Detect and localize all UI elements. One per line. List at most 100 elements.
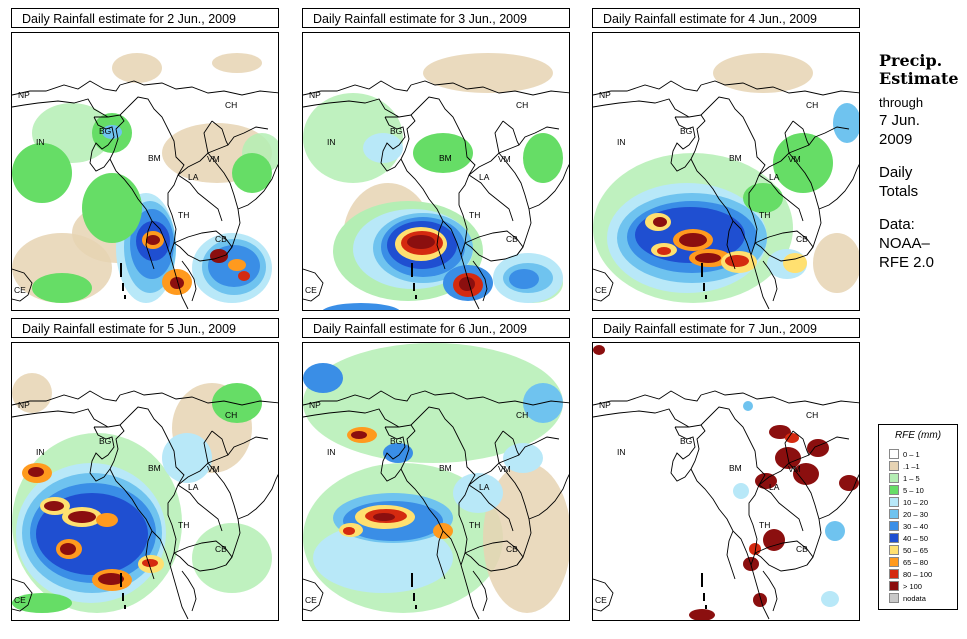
rainfall-map: NP CH IN BG BM VM LA TH CB CE — [592, 342, 860, 621]
country-border — [670, 426, 696, 482]
rainfall-map: NP CH IN BG BM VM LA TH CB CE — [11, 32, 279, 311]
country-label-la: LA — [188, 172, 199, 182]
map-canvas — [593, 53, 859, 310]
rainfall-area — [142, 559, 158, 567]
country-border — [119, 96, 185, 176]
country-label-bm: BM — [148, 153, 161, 163]
country-border — [784, 430, 794, 464]
rainfall-area — [743, 401, 753, 411]
legend-swatch — [889, 569, 899, 579]
country-border — [167, 484, 179, 566]
country-label-bm: BM — [439, 463, 452, 473]
country-border — [458, 484, 470, 566]
country-border — [690, 158, 770, 310]
country-label-np: NP — [18, 90, 30, 100]
rainfall-area — [753, 593, 767, 607]
island-outline — [122, 593, 124, 601]
country-border — [436, 220, 446, 270]
rainfall-area — [483, 463, 569, 613]
country-border — [410, 406, 476, 486]
country-label-ch: CH — [516, 410, 529, 420]
rainfall-area — [821, 591, 839, 607]
rainfall-area — [82, 173, 142, 243]
country-border — [468, 484, 514, 532]
totals-line-1: Daily — [879, 164, 913, 181]
island-outline — [705, 295, 707, 299]
country-label-bg: BG — [99, 126, 112, 136]
rainfall-area — [743, 183, 783, 213]
rainfall-area — [653, 217, 667, 227]
country-border — [89, 426, 115, 482]
country-label-bm: BM — [439, 153, 452, 163]
legend-item: 80 – 100 — [889, 569, 932, 580]
data-line-2: NOAA– — [879, 235, 930, 252]
country-border — [758, 174, 804, 222]
country-border — [464, 540, 524, 572]
legend-swatch — [889, 449, 899, 459]
rainfall-area — [785, 433, 799, 443]
rainfall-area — [112, 53, 162, 83]
map-canvas — [303, 343, 569, 620]
legend-label: 65 – 80 — [903, 558, 929, 567]
rainfall-area — [733, 483, 749, 499]
legend-label: 30 – 40 — [903, 522, 929, 531]
legend-swatch — [889, 533, 899, 543]
country-label-ch: CH — [516, 100, 529, 110]
panel-title: Daily Rainfall estimate for 5 Jun., 2009 — [11, 318, 279, 338]
legend-label: 80 – 100 — [903, 570, 933, 579]
country-border — [145, 530, 155, 580]
country-label-ce: CE — [14, 595, 26, 605]
country-border — [119, 406, 185, 486]
country-label-np: NP — [599, 400, 611, 410]
country-border — [818, 163, 859, 210]
country-label-th: TH — [178, 520, 190, 530]
country-border — [203, 120, 213, 154]
country-border — [380, 426, 406, 482]
rainfall-map: NP CH IN BG BM VM LA TH CB CE — [302, 32, 570, 311]
country-label-in: IN — [36, 137, 45, 147]
legend-label: 40 – 50 — [903, 534, 929, 543]
country-border — [762, 570, 778, 612]
legend-item: .1 –1 — [889, 461, 920, 472]
rainfall-area — [695, 253, 721, 263]
legend-label: 1 – 5 — [903, 474, 920, 483]
country-border — [502, 120, 520, 146]
rainfall-area — [212, 53, 262, 73]
rainfall-area — [503, 443, 543, 473]
country-label-cb: CB — [506, 544, 518, 554]
country-border — [468, 174, 514, 222]
end-date-line-1: 7 Jun. — [879, 112, 920, 129]
rainfall-area — [689, 609, 715, 620]
rainfall-area — [162, 433, 212, 483]
color-legend: RFE (mm) 0 – 1 .1 –1 1 – 5 5 – 10 10 – 20 20 … — [878, 424, 958, 610]
country-border — [468, 126, 560, 176]
country-border — [670, 116, 696, 172]
country-border — [167, 174, 179, 256]
legend-swatch — [889, 485, 899, 495]
rainfall-area — [232, 153, 272, 193]
country-label-ce: CE — [305, 285, 317, 295]
country-border — [762, 260, 778, 302]
rainfall-area — [238, 271, 250, 281]
country-border — [818, 473, 859, 520]
island-outline — [411, 263, 413, 277]
country-label-ch: CH — [225, 100, 238, 110]
rainfall-area — [170, 277, 184, 289]
country-border — [303, 268, 324, 302]
country-border — [528, 473, 569, 520]
rainfall-area — [363, 133, 403, 163]
map-panel-jun-7: Daily Rainfall estimate for 7 Jun., 2009… — [592, 318, 860, 621]
country-label-ce: CE — [305, 595, 317, 605]
country-label-la: LA — [188, 482, 199, 492]
rainfall-area — [407, 235, 435, 249]
country-border — [119, 80, 278, 96]
country-label-vm: VM — [498, 464, 511, 474]
country-label-th: TH — [469, 210, 481, 220]
heading-line-2: Estimate — [879, 69, 959, 88]
map-panel-jun-4: Daily Rainfall estimate for 4 Jun., 2009… — [592, 8, 860, 311]
country-border — [758, 436, 850, 486]
country-label-bm: BM — [729, 463, 742, 473]
country-border — [593, 578, 614, 612]
country-border — [303, 390, 412, 406]
legend-item: 50 – 65 — [889, 545, 928, 556]
